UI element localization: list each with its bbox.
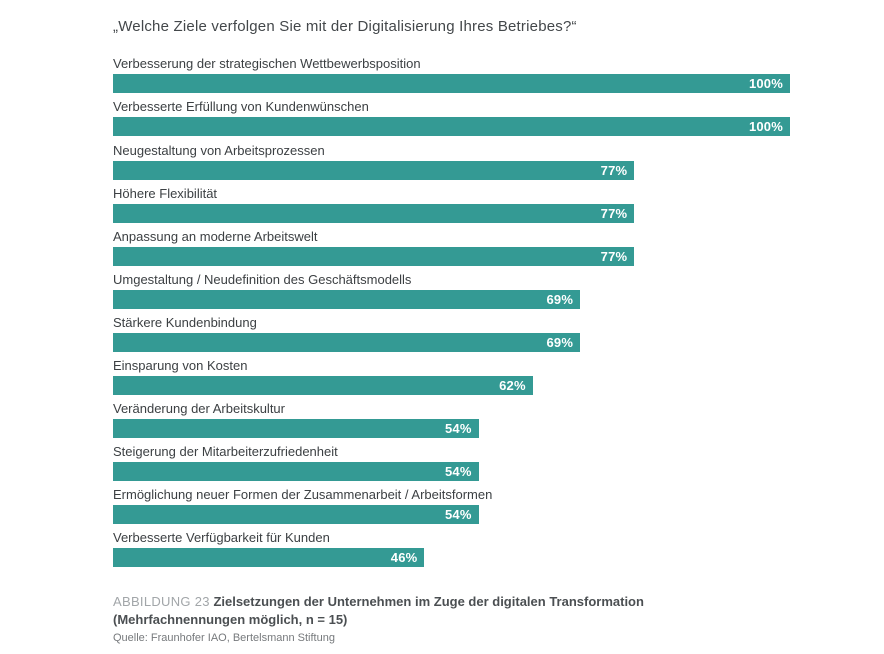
bar-group: Einsparung von Kosten 62% bbox=[113, 358, 790, 395]
chart-title: „Welche Ziele verfolgen Sie mit der Digi… bbox=[113, 18, 577, 35]
bar-category-label: Verbesserung der strategischen Wettbewer… bbox=[113, 56, 421, 71]
bar-category-label: Einsparung von Kosten bbox=[113, 358, 248, 373]
bar: 77% bbox=[113, 247, 635, 266]
bar: 100% bbox=[113, 74, 790, 93]
bar-category-label: Höhere Flexibilität bbox=[113, 186, 218, 201]
bar: 100% bbox=[113, 117, 790, 136]
bar: 54% bbox=[113, 462, 479, 481]
bar-track: 77% bbox=[113, 204, 790, 223]
bar: 69% bbox=[113, 333, 581, 352]
bar-track: 62% bbox=[113, 376, 790, 395]
bar-value-label: 46% bbox=[390, 550, 418, 565]
bar-category-label: Stärkere Kundenbindung bbox=[113, 315, 257, 330]
bar-track: 54% bbox=[113, 505, 790, 524]
bar-category-label: Verbesserte Verfügbarkeit für Kunden bbox=[113, 530, 330, 545]
bar-group: Anpassung an moderne Arbeitswelt 77% bbox=[113, 229, 790, 266]
bar-value-label: 62% bbox=[499, 378, 526, 393]
bar-track: 77% bbox=[113, 247, 790, 266]
bar-value-label: 100% bbox=[748, 119, 783, 134]
bar-category-label: Anpassung an moderne Arbeitswelt bbox=[113, 229, 318, 244]
bar-value-label: 54% bbox=[444, 464, 472, 479]
bar: 69% bbox=[113, 290, 581, 309]
caption-title: Zielsetzungen der Unternehmen im Zuge de… bbox=[213, 594, 644, 609]
bar-value-label: 77% bbox=[600, 249, 628, 264]
bar-track: 54% bbox=[113, 419, 790, 438]
bar-group: Steigerung der Mitarbeiterzufriedenheit … bbox=[113, 444, 790, 481]
bar-group: Verbesserte Verfügbarkeit für Kunden 46% bbox=[113, 530, 790, 567]
bar-value-label: 77% bbox=[600, 163, 628, 178]
bar: 46% bbox=[113, 548, 425, 567]
bar-track: 54% bbox=[113, 462, 790, 481]
bar: 54% bbox=[113, 505, 479, 524]
bar: 77% bbox=[113, 161, 635, 180]
bar-group: Ermöglichung neuer Formen der Zusammenar… bbox=[113, 487, 790, 524]
bar-category-label: Veränderung der Arbeitskultur bbox=[113, 401, 285, 416]
bar-category-label: Neugestaltung von Arbeitsprozessen bbox=[113, 143, 325, 158]
bar-category-label: Umgestaltung / Neudefinition des Geschäf… bbox=[113, 272, 412, 287]
bar-track: 100% bbox=[113, 117, 790, 136]
bar-group: Stärkere Kundenbindung 69% bbox=[113, 315, 790, 352]
bar: 62% bbox=[113, 376, 533, 395]
bar-track: 100% bbox=[113, 74, 790, 93]
bar: 77% bbox=[113, 204, 635, 223]
bar-category-label: Steigerung der Mitarbeiterzufriedenheit bbox=[113, 444, 338, 459]
caption-source: Quelle: Fraunhofer IAO, Bertelsmann Stif… bbox=[113, 632, 335, 644]
bar-track: 77% bbox=[113, 161, 790, 180]
bar-value-label: 54% bbox=[444, 507, 472, 522]
bar-track: 69% bbox=[113, 333, 790, 352]
bar-group: Neugestaltung von Arbeitsprozessen 77% bbox=[113, 143, 790, 180]
bar-category-label: Verbesserte Erfüllung von Kundenwünschen bbox=[113, 99, 369, 114]
figure-caption: ABBILDUNG 23 Zielsetzungen der Unternehm… bbox=[113, 593, 673, 645]
bar-group: Verbesserte Erfüllung von Kundenwünschen… bbox=[113, 99, 790, 136]
bar-category-label: Ermöglichung neuer Formen der Zusammenar… bbox=[113, 487, 493, 502]
bar-track: 69% bbox=[113, 290, 790, 309]
bar-value-label: 100% bbox=[748, 76, 783, 91]
bar-value-label: 69% bbox=[546, 292, 574, 307]
bar-value-label: 54% bbox=[444, 421, 472, 436]
caption-line-1: ABBILDUNG 23 Zielsetzungen der Unternehm… bbox=[113, 593, 673, 611]
figure-number: ABBILDUNG 23 bbox=[113, 594, 210, 609]
bar-value-label: 77% bbox=[600, 206, 628, 221]
bar-group: Veränderung der Arbeitskultur 54% bbox=[113, 401, 790, 438]
bar: 54% bbox=[113, 419, 479, 438]
bar-track: 46% bbox=[113, 548, 790, 567]
bar-group: Höhere Flexibilität 77% bbox=[113, 186, 790, 223]
bar-chart: Verbesserung der strategischen Wettbewer… bbox=[113, 56, 790, 567]
caption-subtitle: (Mehrfachnennungen möglich, n = 15) bbox=[113, 612, 348, 627]
bar-group: Umgestaltung / Neudefinition des Geschäf… bbox=[113, 272, 790, 309]
bar-value-label: 69% bbox=[546, 335, 574, 350]
bar-group: Verbesserung der strategischen Wettbewer… bbox=[113, 56, 790, 93]
